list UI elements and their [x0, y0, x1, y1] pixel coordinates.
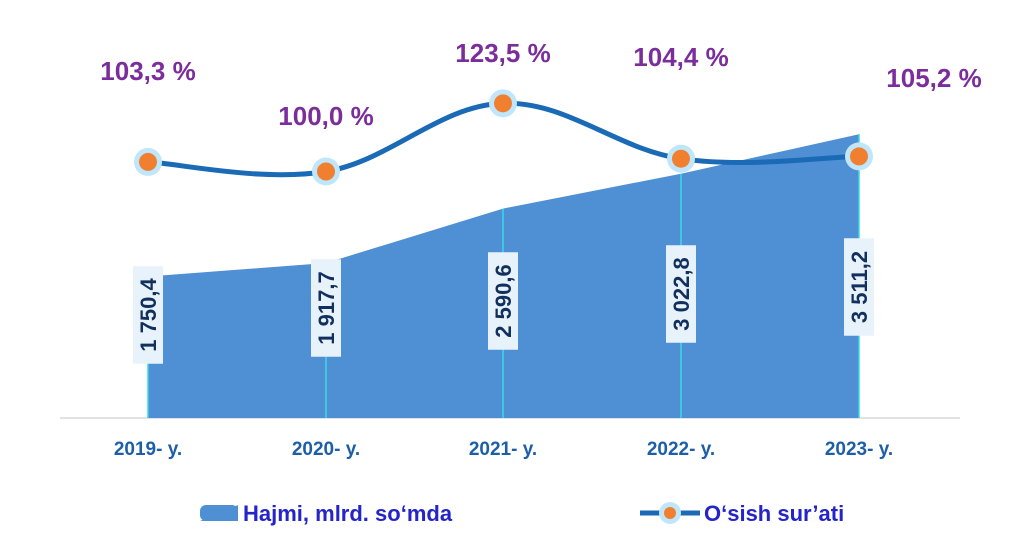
growth-line-layer	[134, 89, 873, 186]
volume-label-group: 1 917,7	[311, 259, 341, 357]
growth-marker	[850, 147, 868, 166]
volume-label: 2 590,6	[491, 264, 516, 337]
growth-marker	[494, 94, 512, 113]
legend: Hajmi, mlrd. so‘mda O‘sish sur’ati	[200, 501, 844, 526]
volume-label: 3 022,8	[669, 257, 694, 330]
volume-label-bg	[488, 252, 518, 350]
volume-label-group: 1 750,4	[133, 266, 163, 364]
legend-volume-label: Hajmi, mlrd. so‘mda	[243, 501, 453, 526]
growth-marker	[139, 152, 157, 171]
growth-label: 104,4 %	[633, 42, 728, 72]
growth-label: 100,0 %	[278, 101, 373, 131]
growth-label: 123,5 %	[455, 38, 550, 68]
legend-area-swatch-body	[200, 505, 238, 521]
legend-growth-label: O‘sish sur’ati	[704, 501, 844, 526]
legend-marker	[664, 507, 676, 519]
volume-label-bg	[666, 245, 696, 343]
growth-marker	[672, 149, 690, 168]
volume-label-group: 3 511,2	[844, 238, 874, 336]
growth-marker	[317, 162, 335, 181]
volume-label-group: 2 590,6	[488, 252, 518, 350]
x-tick-label: 2020- y.	[292, 439, 360, 460]
x-tick-label: 2019- y.	[114, 439, 182, 460]
growth-label: 103,3 %	[100, 56, 195, 86]
growth-label: 105,2 %	[886, 63, 981, 93]
volume-label-group: 3 022,8	[666, 245, 696, 343]
x-tick-label: 2021- y.	[469, 439, 537, 460]
label-layer: 1 750,4 1 917,7 2 590,6 3 022,8 3 511,2 103,3…	[100, 38, 981, 460]
volume-label-bg	[133, 266, 163, 364]
x-tick-label: 2022- y.	[647, 439, 715, 460]
x-tick-label: 2023- y.	[825, 439, 893, 460]
volume-label-bg	[844, 238, 874, 336]
volume-label-bg	[311, 259, 341, 357]
volume-label: 1 750,4	[136, 278, 161, 352]
volume-label: 3 511,2	[847, 251, 872, 323]
volume-label: 1 917,7	[314, 271, 339, 344]
